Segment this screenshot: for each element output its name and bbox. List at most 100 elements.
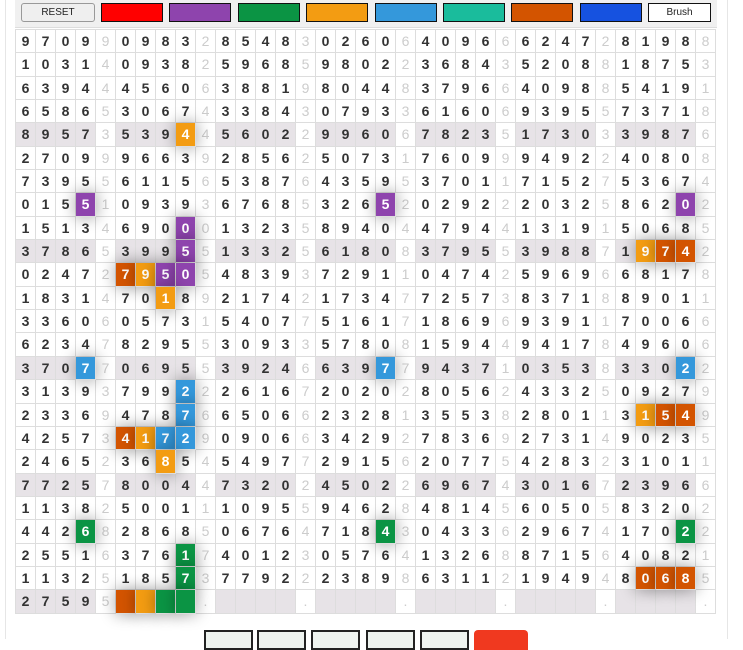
grid-cell[interactable]: 2 (56, 520, 76, 544)
grid-separator-cell[interactable]: 2 (596, 30, 616, 54)
grid-cell[interactable]: 2 (656, 426, 676, 451)
grid-cell[interactable]: 4 (516, 450, 536, 474)
grid-cell[interactable]: 4 (476, 496, 496, 521)
grid-cell[interactable]: 5 (76, 170, 96, 194)
grid-cell[interactable]: 4 (116, 76, 136, 101)
grid-cell[interactable]: 0 (56, 146, 76, 171)
grid-cell[interactable]: 1 (76, 286, 96, 311)
grid-cell[interactable]: 3 (16, 240, 36, 264)
color-swatch-royal-blue[interactable] (580, 3, 642, 22)
grid-cell[interactable]: 8 (616, 286, 636, 311)
grid-cell[interactable]: 3 (436, 543, 456, 567)
grid-cell[interactable]: 9 (476, 310, 496, 334)
grid-separator-cell[interactable]: 4 (196, 450, 216, 474)
grid-separator-cell[interactable]: 6 (196, 170, 216, 194)
grid-cell[interactable]: 3 (536, 216, 556, 241)
grid-cell[interactable]: 3 (56, 53, 76, 77)
grid-cell[interactable]: 9 (76, 380, 96, 404)
grid-cell[interactable]: 0 (136, 496, 156, 521)
grid-cell[interactable]: 0 (176, 76, 196, 101)
grid-cell[interactable]: 7 (576, 333, 596, 357)
grid-cell[interactable]: 1 (16, 286, 36, 311)
grid-cell[interactable]: 7 (356, 543, 376, 567)
grid-cell[interactable]: 2 (256, 216, 276, 241)
grid-separator-cell[interactable]: 2 (596, 450, 616, 474)
grid-cell[interactable]: 1 (36, 380, 56, 404)
grid-separator-cell[interactable]: 5 (296, 53, 316, 77)
grid-cell[interactable]: 4 (436, 520, 456, 544)
grid-cell[interactable]: 3 (516, 473, 536, 497)
bottom-button-slot-5[interactable] (420, 630, 469, 650)
grid-cell[interactable]: 9 (116, 146, 136, 171)
grid-cell[interactable]: 5 (616, 76, 636, 101)
grid-separator-cell[interactable]: 8 (696, 30, 716, 54)
grid-cell[interactable]: 1 (476, 566, 496, 591)
grid-cell[interactable]: 3 (256, 263, 276, 287)
grid-cell[interactable]: 7 (536, 543, 556, 567)
grid-cell[interactable]: 3 (636, 496, 656, 521)
grid-cell[interactable]: 4 (416, 496, 436, 521)
grid-cell[interactable]: 0 (156, 473, 176, 497)
grid-cell[interactable]: 1 (36, 566, 56, 591)
grid-cell[interactable]: 0 (136, 473, 156, 497)
grid-cell[interactable]: 9 (336, 216, 356, 241)
grid-cell[interactable]: 5 (216, 450, 236, 474)
grid-cell[interactable]: 4 (416, 30, 436, 54)
grid-cell[interactable]: 2 (176, 380, 196, 404)
grid-cell[interactable]: 2 (536, 450, 556, 474)
grid-separator-cell[interactable]: 3 (196, 566, 216, 591)
grid-separator-cell[interactable]: 3 (696, 53, 716, 77)
grid-cell[interactable]: 7 (516, 170, 536, 194)
grid-separator-cell[interactable]: 7 (296, 450, 316, 474)
grid-cell[interactable]: 8 (356, 520, 376, 544)
grid-cell[interactable]: 8 (456, 53, 476, 77)
grid-cell[interactable]: 9 (416, 356, 436, 381)
grid-separator-cell[interactable]: . (396, 590, 416, 614)
grid-separator-cell[interactable]: 2 (696, 193, 716, 217)
grid-cell[interactable]: 9 (456, 30, 476, 54)
grid-cell[interactable]: 8 (16, 123, 36, 147)
grid-cell[interactable] (476, 590, 496, 614)
grid-cell[interactable]: 0 (156, 216, 176, 241)
grid-cell[interactable]: 6 (276, 146, 296, 171)
grid-separator-cell[interactable]: 6 (96, 310, 116, 334)
grid-cell[interactable]: 1 (116, 566, 136, 591)
grid-cell[interactable]: 1 (676, 100, 696, 124)
grid-cell[interactable]: 1 (216, 496, 236, 521)
grid-cell[interactable]: 1 (676, 286, 696, 311)
grid-cell[interactable]: 2 (516, 403, 536, 427)
grid-separator-cell[interactable]: 8 (596, 286, 616, 311)
grid-cell[interactable]: 2 (576, 146, 596, 171)
grid-cell[interactable]: 7 (436, 240, 456, 264)
grid-cell[interactable]: 5 (216, 310, 236, 334)
grid-separator-cell[interactable]: 4 (496, 473, 516, 497)
grid-separator-cell[interactable]: 6 (496, 100, 516, 124)
grid-cell[interactable]: 4 (616, 543, 636, 567)
grid-cell[interactable]: 6 (416, 100, 436, 124)
grid-cell[interactable]: 3 (456, 356, 476, 381)
grid-cell[interactable]: 6 (256, 193, 276, 217)
grid-cell[interactable]: 9 (76, 30, 96, 54)
grid-cell[interactable]: 4 (676, 403, 696, 427)
grid-cell[interactable]: 7 (136, 543, 156, 567)
grid-cell[interactable]: 3 (636, 100, 656, 124)
grid-cell[interactable]: 0 (436, 30, 456, 54)
grid-separator-cell[interactable]: 6 (496, 30, 516, 54)
grid-cell[interactable]: 1 (16, 53, 36, 77)
grid-cell[interactable]: 4 (116, 403, 136, 427)
grid-cell[interactable]: 9 (136, 240, 156, 264)
grid-separator-cell[interactable]: 0 (196, 216, 216, 241)
grid-separator-cell[interactable]: 5 (496, 240, 516, 264)
grid-cell[interactable]: 5 (76, 450, 96, 474)
grid-cell[interactable]: 8 (576, 240, 596, 264)
grid-cell[interactable]: 7 (316, 520, 336, 544)
grid-cell[interactable]: 1 (556, 543, 576, 567)
grid-separator-cell[interactable]: 6 (596, 543, 616, 567)
grid-cell[interactable]: 7 (476, 473, 496, 497)
grid-separator-cell[interactable]: 9 (696, 380, 716, 404)
grid-cell[interactable]: 9 (276, 263, 296, 287)
grid-cell[interactable]: 9 (236, 53, 256, 77)
grid-cell[interactable]: 5 (456, 286, 476, 311)
grid-separator-cell[interactable]: . (696, 590, 716, 614)
grid-cell[interactable]: 6 (476, 76, 496, 101)
